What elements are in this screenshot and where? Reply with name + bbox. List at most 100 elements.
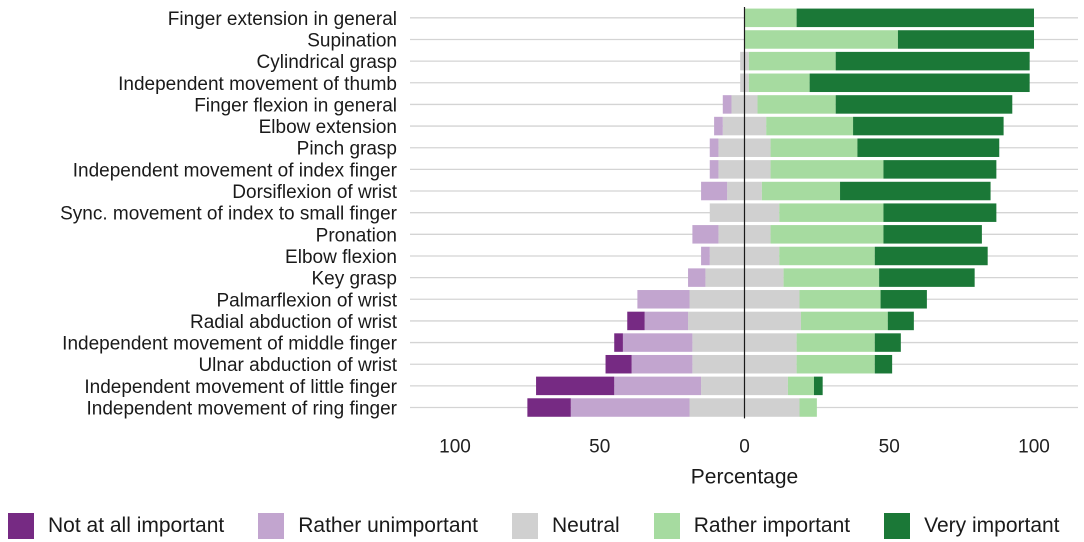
bar-neutral-left [731,95,745,114]
x-tick-label: 100 [1018,436,1050,457]
category-label: Independent movement of index finger [73,160,398,181]
bar-neutral-right [744,95,758,114]
bar-rather-unimportant-left [692,225,719,244]
legend: Not at all important Rather unimportant Ne… [8,510,1084,542]
bar-rather-unimportant-left [644,311,689,331]
category-label: Pronation [316,225,397,246]
bar-neutral-left [688,311,745,331]
bar-neutral-left [718,225,745,244]
category-label: Ulnar abduction of wrist [198,355,397,376]
category-label: Cylindrical grasp [257,52,397,73]
category-label: Supination [307,30,397,51]
category-labels: Finger extension in generalSupinationCyl… [60,9,398,420]
bar-very-important-right [883,203,997,222]
bar-not-at-all-important-left [627,311,645,331]
legend-swatch [884,513,911,539]
bar-rather-important-right [800,311,888,331]
bar-rather-important-right [796,333,875,352]
category-label: Dorsiflexion of wrist [232,182,397,203]
bar-very-important-right [835,51,1030,71]
legend-swatch [512,513,539,539]
bar-neutral-left [722,116,745,136]
bar-rather-unimportant-left [614,376,702,396]
bar-neutral-left [709,203,745,222]
bar-very-important-right [840,181,991,201]
bar-neutral-right [744,160,771,179]
category-label: Palmarflexion of wrist [216,290,397,311]
bar-very-important-right [857,138,1000,157]
bar-rather-unimportant-left [622,333,693,352]
bar-rather-important-right [796,354,875,374]
bar-very-important-right [809,73,1030,93]
bar-not-at-all-important-left [605,354,632,374]
bar-neutral-left [701,376,745,396]
bar-neutral-left [718,138,745,157]
bar-neutral-right [744,268,784,287]
bar-not-at-all-important-left [527,398,571,417]
bar-rather-important-right [766,116,854,136]
bar-very-important-right [887,311,914,331]
bar-neutral-right [744,246,780,266]
category-label: Finger extension in general [168,9,397,30]
category-label: Finger flexion in general [194,95,397,116]
bar-neutral-left [727,181,745,201]
bar-rather-unimportant-left [709,138,719,157]
bar-rather-unimportant-left [709,160,719,179]
x-axis-title: Percentage [691,465,798,488]
bar-very-important-right [874,333,901,352]
bar-neutral-left [740,73,745,93]
bar-neutral-left [692,333,745,352]
legend-swatch [653,513,680,539]
bar-rather-important-right [799,290,881,309]
bar-neutral-right [744,225,771,244]
bar-rather-unimportant-left [637,290,690,309]
legend-item: Rather important [653,513,850,539]
bar-rather-important-right [757,95,836,114]
x-tick-labels: 100 50 0 50 100 [439,436,1050,457]
bar-neutral-left [689,290,745,309]
bar-neutral-right [744,333,797,352]
bar-rather-important-right [748,73,810,93]
bar-neutral-right [744,398,800,417]
bar-neutral-right [744,116,767,136]
bar-neutral-right [744,376,788,396]
legend-swatch [8,513,34,539]
bar-very-important-right [796,8,1034,28]
category-label: Independent movement of little finger [84,377,397,398]
legend-item: Not at all important [8,513,224,539]
bar-rather-unimportant-left [701,246,710,266]
bar-rather-unimportant-left [688,268,706,287]
bar-rather-important-right [744,8,797,28]
bar-very-important-right [835,95,1013,114]
bar-very-important-right [874,246,988,266]
bar-rather-important-right [744,30,898,49]
category-label: Independent movement of thumb [118,74,397,95]
bar-rather-important-right [779,246,875,266]
bar-rather-unimportant-left [631,354,693,374]
category-label: Sync. movement of index to small finger [60,204,398,225]
bar-very-important-right [883,225,982,244]
bar-rather-important-right [748,51,836,71]
bar-neutral-left [692,354,745,374]
bar-rather-important-right [799,398,817,417]
bar-neutral-left [689,398,745,417]
bar-rather-important-right [779,203,884,222]
category-label: Independent movement of middle finger [62,334,397,355]
bar-neutral-right [744,73,749,93]
bar-very-important-right [883,160,997,179]
bar-rather-important-right [787,376,814,396]
bar-rather-unimportant-left [701,181,728,201]
bar-very-important-right [897,30,1034,49]
bar-neutral-right [744,311,801,331]
bar-neutral-right [744,354,797,374]
category-label: Pinch grasp [297,139,397,160]
bar-neutral-right [744,181,762,201]
category-label: Elbow flexion [285,247,397,268]
bar-rather-important-right [783,268,880,287]
bar-neutral-right [744,51,749,71]
bar-neutral-right [744,138,771,157]
bar-not-at-all-important-left [614,333,623,352]
bar-neutral-left [705,268,745,287]
bar-neutral-right [744,203,780,222]
x-tick-label: 50 [589,436,610,457]
